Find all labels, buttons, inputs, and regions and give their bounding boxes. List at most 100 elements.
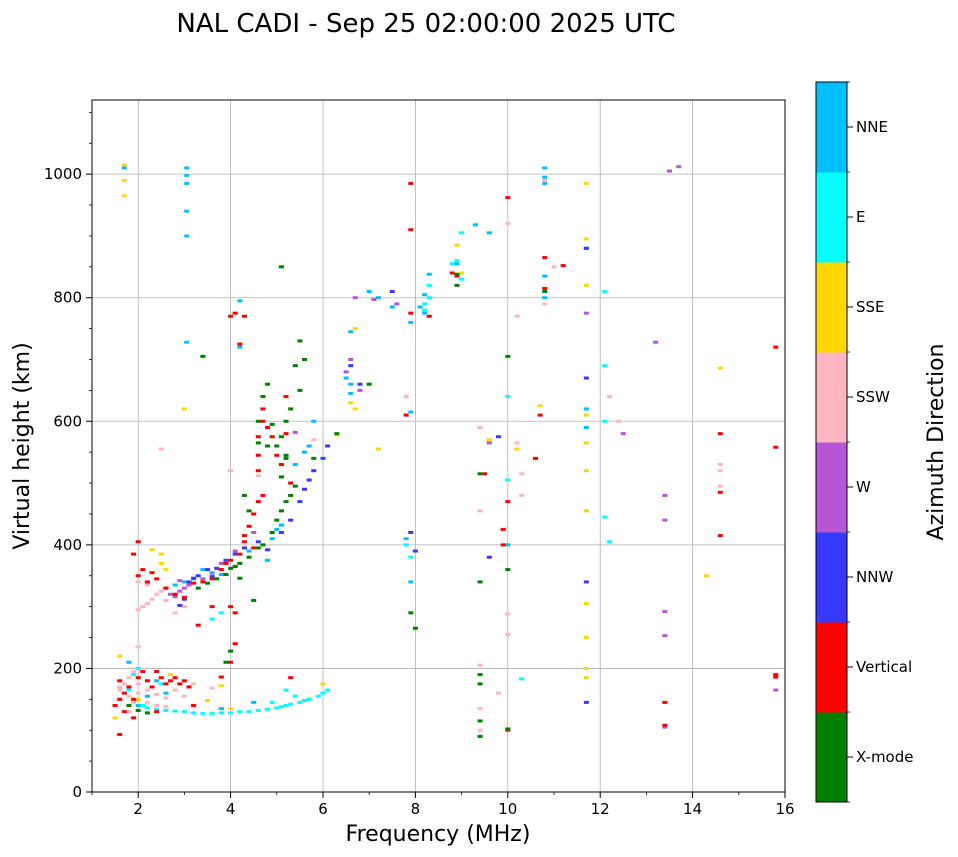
data-point bbox=[246, 524, 252, 528]
data-point bbox=[288, 702, 294, 706]
data-point bbox=[149, 685, 155, 689]
data-point bbox=[121, 166, 127, 170]
data-point bbox=[403, 537, 409, 541]
data-point bbox=[255, 453, 261, 457]
data-point bbox=[375, 296, 381, 300]
data-point bbox=[149, 571, 155, 575]
data-point bbox=[246, 549, 252, 553]
data-point bbox=[311, 456, 317, 460]
data-point bbox=[186, 685, 192, 689]
data-point bbox=[500, 527, 506, 531]
data-point bbox=[477, 734, 483, 738]
data-point bbox=[126, 704, 132, 707]
data-point bbox=[334, 432, 340, 436]
colorbar-label: Azimuth Direction bbox=[924, 343, 949, 540]
data-point bbox=[542, 302, 548, 306]
data-point bbox=[237, 710, 243, 714]
data-point bbox=[662, 610, 668, 614]
data-point bbox=[172, 709, 178, 713]
data-point bbox=[542, 175, 548, 179]
data-point bbox=[306, 444, 312, 448]
data-point bbox=[131, 552, 137, 556]
data-point bbox=[158, 589, 164, 593]
data-point bbox=[583, 602, 589, 606]
data-point bbox=[232, 611, 238, 615]
colorbar: X-mode Vertical NNW W SSW SSE E NNE bbox=[816, 81, 913, 803]
data-point bbox=[158, 561, 164, 565]
data-point bbox=[232, 552, 238, 556]
data-point bbox=[260, 543, 266, 547]
data-point bbox=[117, 697, 123, 701]
data-point bbox=[542, 166, 548, 170]
data-point bbox=[184, 173, 190, 177]
data-point bbox=[144, 694, 150, 698]
data-point bbox=[195, 586, 201, 590]
data-point bbox=[602, 419, 608, 423]
x-tick-label: 16 bbox=[775, 800, 794, 818]
data-point bbox=[602, 290, 608, 294]
data-point bbox=[140, 704, 146, 707]
data-point bbox=[274, 444, 280, 448]
data-point bbox=[135, 666, 141, 670]
data-point bbox=[325, 688, 331, 692]
data-point bbox=[184, 181, 190, 185]
data-point bbox=[389, 290, 395, 294]
data-point bbox=[144, 711, 150, 715]
data-point bbox=[348, 364, 354, 368]
x-tick-label: 2 bbox=[133, 800, 143, 818]
data-point bbox=[181, 597, 187, 601]
data-point bbox=[292, 364, 298, 368]
data-point bbox=[241, 314, 247, 318]
data-point bbox=[181, 586, 187, 590]
data-point bbox=[477, 472, 483, 476]
colorbar-tick-label: Vertical bbox=[856, 658, 912, 676]
data-point bbox=[505, 568, 511, 572]
data-point bbox=[560, 264, 566, 268]
data-point bbox=[454, 243, 460, 247]
data-point bbox=[542, 274, 548, 278]
data-point bbox=[454, 274, 460, 278]
series-vertical bbox=[112, 181, 779, 737]
data-point bbox=[519, 677, 525, 681]
data-point bbox=[237, 552, 243, 556]
data-point bbox=[292, 463, 298, 467]
data-point bbox=[209, 617, 215, 621]
data-point bbox=[228, 558, 234, 562]
data-point bbox=[542, 290, 548, 294]
data-point bbox=[302, 450, 308, 454]
data-point bbox=[583, 636, 589, 640]
data-point bbox=[255, 435, 261, 439]
data-point bbox=[408, 555, 414, 559]
data-point bbox=[205, 568, 210, 572]
data-point bbox=[496, 691, 502, 695]
data-point bbox=[181, 407, 187, 411]
data-point bbox=[177, 579, 183, 583]
colorbar-tick-label: E bbox=[856, 208, 865, 226]
data-point bbox=[191, 711, 197, 715]
data-point bbox=[602, 364, 608, 368]
data-point bbox=[519, 472, 525, 476]
data-point bbox=[163, 586, 169, 590]
data-point bbox=[477, 509, 483, 513]
data-point bbox=[181, 710, 187, 714]
data-point bbox=[168, 592, 174, 596]
data-point bbox=[352, 327, 358, 331]
data-point bbox=[278, 265, 284, 269]
data-point bbox=[214, 566, 220, 570]
data-point bbox=[542, 181, 548, 185]
data-point bbox=[311, 438, 317, 442]
data-point bbox=[278, 435, 284, 439]
data-point bbox=[191, 704, 197, 707]
data-point bbox=[278, 705, 284, 709]
y-tick-label: 0 bbox=[72, 783, 82, 801]
data-point bbox=[533, 456, 539, 460]
data-point bbox=[348, 391, 354, 395]
data-point bbox=[232, 311, 238, 315]
data-point bbox=[302, 358, 308, 361]
data-point bbox=[117, 679, 123, 683]
data-point bbox=[135, 574, 141, 578]
data-point bbox=[357, 382, 363, 386]
data-point bbox=[135, 682, 141, 686]
data-point bbox=[181, 595, 187, 599]
data-point bbox=[773, 673, 779, 677]
